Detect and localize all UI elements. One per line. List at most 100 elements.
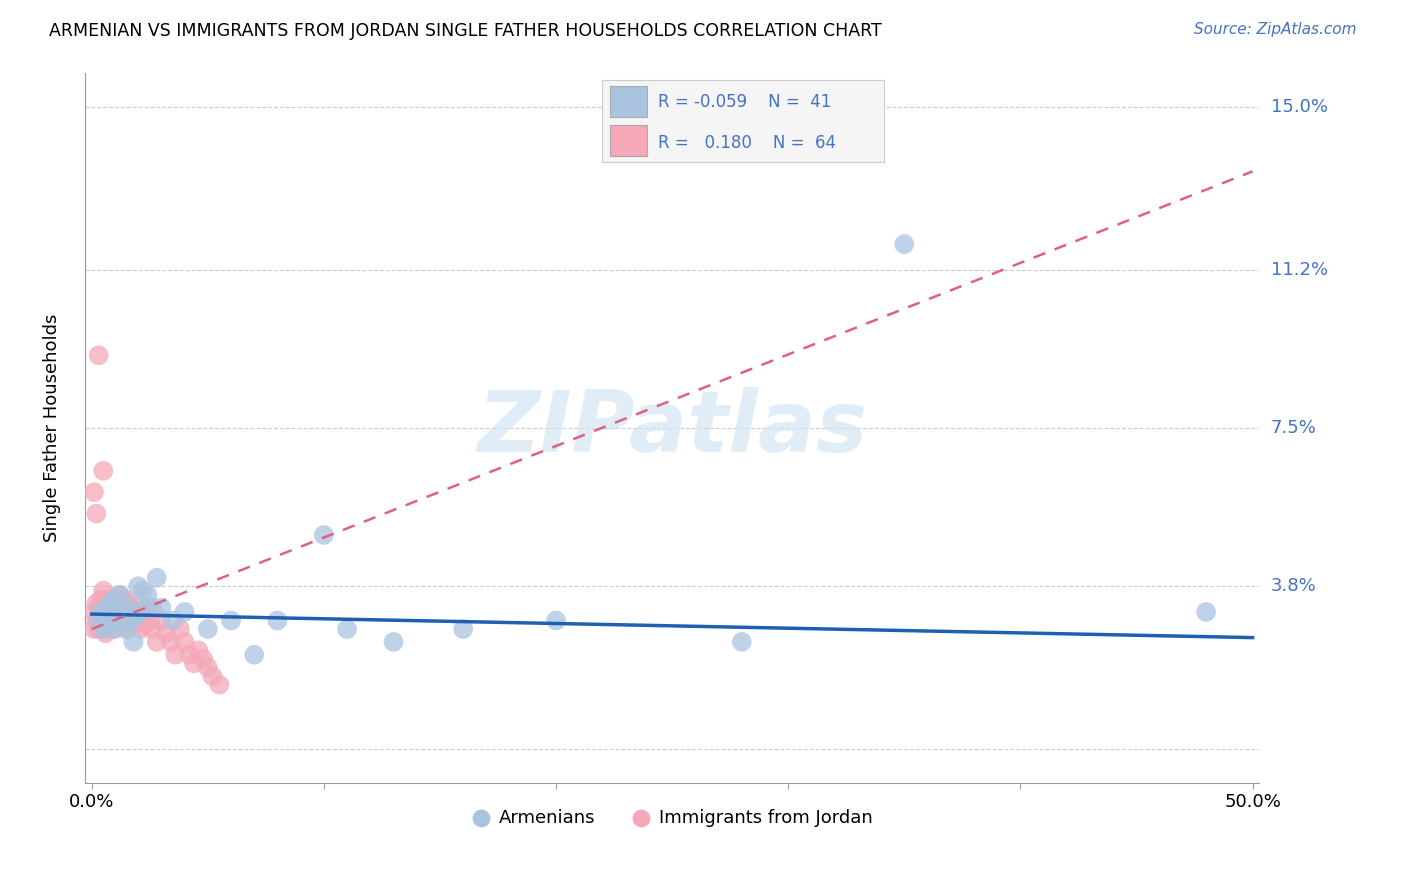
Point — [83, 605, 105, 619]
Point — [115, 622, 138, 636]
Point — [111, 596, 134, 610]
Point — [101, 596, 124, 610]
Point — [155, 626, 177, 640]
Point — [191, 652, 214, 666]
Point — [111, 614, 134, 628]
Point — [266, 614, 288, 628]
Point — [312, 528, 335, 542]
Point — [90, 605, 112, 619]
Point — [91, 583, 114, 598]
Point — [86, 596, 108, 610]
Point — [150, 614, 173, 628]
Text: ARMENIAN VS IMMIGRANTS FROM JORDAN SINGLE FATHER HOUSEHOLDS CORRELATION CHART: ARMENIAN VS IMMIGRANTS FROM JORDAN SINGL… — [49, 22, 882, 40]
Point — [87, 617, 110, 632]
Point — [127, 579, 149, 593]
Point — [97, 592, 120, 607]
Point — [173, 635, 195, 649]
Point — [197, 622, 219, 636]
Point — [893, 237, 915, 252]
Point — [169, 622, 191, 636]
Point — [122, 617, 145, 632]
Point — [86, 507, 108, 521]
Point — [94, 605, 117, 619]
Point — [98, 614, 121, 628]
Point — [145, 571, 167, 585]
Point — [201, 669, 224, 683]
Point — [731, 635, 754, 649]
Point — [97, 617, 120, 632]
Point — [134, 617, 156, 632]
Point — [183, 657, 205, 671]
Point — [83, 485, 105, 500]
Point — [136, 588, 159, 602]
Text: 3.8%: 3.8% — [1271, 577, 1316, 595]
Point — [87, 600, 110, 615]
Point — [91, 464, 114, 478]
Point — [125, 609, 148, 624]
Point — [122, 635, 145, 649]
Point — [112, 592, 135, 607]
Point — [115, 600, 138, 615]
Point — [129, 605, 152, 619]
Point — [108, 588, 131, 602]
Point — [141, 622, 163, 636]
Point — [141, 600, 163, 615]
Point — [87, 348, 110, 362]
Point — [104, 592, 127, 607]
Text: 11.2%: 11.2% — [1271, 260, 1327, 278]
Point — [91, 600, 114, 615]
Point — [94, 626, 117, 640]
Point — [382, 635, 405, 649]
Point — [90, 592, 112, 607]
Point — [97, 609, 120, 624]
Point — [159, 635, 181, 649]
Point — [98, 596, 121, 610]
Point — [150, 600, 173, 615]
Point — [83, 622, 105, 636]
Point — [219, 614, 242, 628]
Point — [86, 614, 108, 628]
Point — [187, 643, 209, 657]
Point — [451, 622, 474, 636]
Point — [115, 622, 138, 636]
Point — [243, 648, 266, 662]
Point — [108, 588, 131, 602]
Point — [132, 605, 155, 619]
Point — [104, 609, 127, 624]
Y-axis label: Single Father Households: Single Father Households — [44, 314, 60, 542]
Point — [129, 622, 152, 636]
Point — [138, 614, 160, 628]
Point — [112, 605, 135, 619]
Point — [94, 609, 117, 624]
Point — [94, 622, 117, 636]
Point — [118, 596, 141, 610]
Point — [108, 614, 131, 628]
Point — [101, 605, 124, 619]
Point — [105, 600, 128, 615]
Point — [104, 622, 127, 636]
Point — [136, 600, 159, 615]
Point — [125, 600, 148, 615]
Point — [104, 592, 127, 607]
Point — [97, 600, 120, 615]
Point — [208, 678, 231, 692]
Point — [118, 600, 141, 615]
Point — [165, 648, 187, 662]
Point — [118, 614, 141, 628]
Point — [120, 614, 142, 628]
Point — [127, 614, 149, 628]
Text: ZIPatlas: ZIPatlas — [477, 386, 868, 469]
Point — [132, 583, 155, 598]
Point — [197, 660, 219, 674]
Point — [87, 622, 110, 636]
Point — [101, 622, 124, 636]
Point — [105, 609, 128, 624]
Point — [120, 609, 142, 624]
Point — [97, 617, 120, 632]
Point — [98, 600, 121, 615]
Point — [173, 605, 195, 619]
Text: Source: ZipAtlas.com: Source: ZipAtlas.com — [1194, 22, 1357, 37]
Point — [105, 617, 128, 632]
Point — [87, 614, 110, 628]
Text: 15.0%: 15.0% — [1271, 98, 1327, 116]
